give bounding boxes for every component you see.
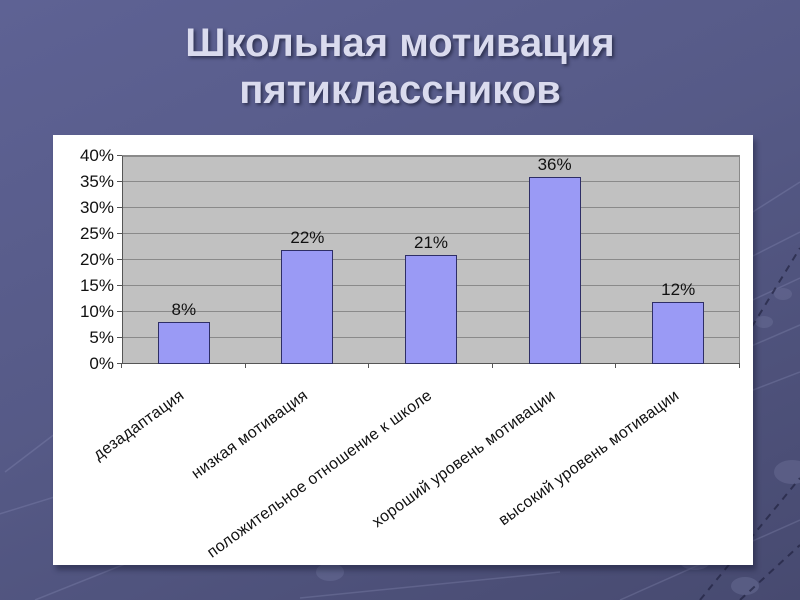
chart-layer: 0% 5% 10% 15% 20% 25% 30% 35% 40% 8% дезадаптация 2… [53, 135, 753, 565]
bar [157, 322, 210, 364]
bar-value-label: 12% [661, 279, 696, 299]
x-axis-tick [121, 364, 122, 368]
bar [528, 176, 581, 364]
y-axis-tick [117, 285, 122, 286]
chart-panel: 0% 5% 10% 15% 20% 25% 30% 35% 40% 8% дезадаптация 2… [53, 135, 753, 565]
y-axis-tick [117, 363, 122, 364]
slide-title: Школьная мотивация пятиклассников [0, 20, 800, 114]
x-axis-tick [739, 364, 740, 368]
x-axis-tick [491, 364, 493, 368]
y-axis-tick [117, 155, 122, 156]
bar [652, 301, 705, 364]
bar-value-label: 8% [171, 300, 197, 320]
y-axis-tick [117, 259, 122, 260]
y-tick-label: 0% [89, 354, 114, 373]
category-label: положительное отношение к школе [203, 387, 435, 562]
x-axis-tick [615, 364, 617, 368]
y-tick-label: 5% [89, 328, 114, 347]
y-axis-tick [117, 233, 122, 234]
y-tick-label: 10% [79, 302, 114, 321]
title-line-2: пятиклассников [239, 68, 561, 112]
bar-value-label: 36% [537, 154, 572, 174]
y-tick-label: 20% [79, 250, 114, 269]
y-axis-tick [117, 181, 122, 182]
bar-value-label: 21% [413, 232, 449, 252]
title-line-1: Школьная мотивация [185, 21, 615, 65]
bar [405, 254, 457, 364]
y-tick-label: 35% [79, 172, 114, 191]
bar [281, 249, 334, 364]
category-label: дезадаптация [90, 387, 188, 464]
y-tick-label: 15% [79, 276, 114, 295]
gridline [122, 207, 740, 208]
gridline [122, 233, 740, 234]
category-label: низкая мотивация [188, 387, 312, 483]
x-axis-tick [368, 364, 370, 368]
y-axis-tick [117, 207, 122, 208]
y-axis-tick [117, 337, 122, 338]
bar-value-label: 22% [290, 227, 325, 247]
gridline [122, 155, 740, 156]
y-axis-line [122, 156, 123, 364]
x-axis-tick [244, 364, 246, 368]
y-tick-label: 30% [79, 198, 114, 217]
y-tick-label: 25% [79, 224, 114, 243]
gridline [122, 181, 740, 182]
y-tick-label: 40% [79, 146, 114, 165]
y-axis-tick [117, 311, 122, 312]
